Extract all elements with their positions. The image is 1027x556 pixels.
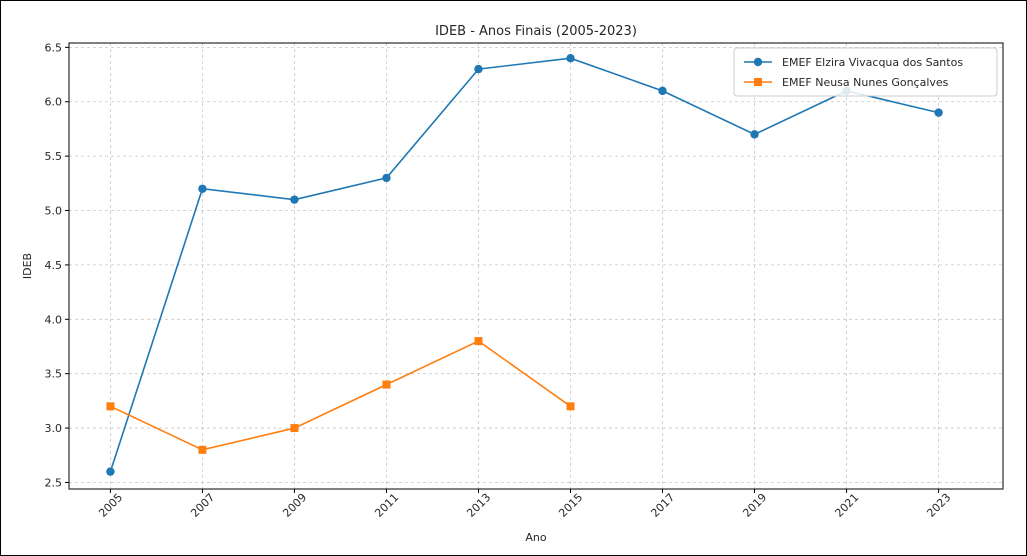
data-point	[290, 195, 299, 204]
legend-label: EMEF Neusa Nunes Gonçalves	[782, 76, 949, 89]
data-point	[658, 86, 667, 96]
data-point	[474, 337, 483, 346]
series-layer	[106, 54, 943, 476]
data-point	[290, 424, 299, 433]
data-point	[382, 380, 391, 389]
x-tick-label: 2015	[556, 491, 585, 520]
x-tick-label: 2013	[464, 491, 493, 520]
x-tick-label: 2011	[372, 491, 401, 520]
y-tick-label: 5.5	[45, 150, 63, 163]
y-tick-label: 6.5	[45, 41, 63, 54]
data-point	[106, 402, 115, 411]
legend: EMEF Elzira Vivacqua dos Santos EMEF Neus…	[733, 47, 998, 97]
axis-ticks: 2005 2007 2009 2011 2013 2015 2017 2019 2021 2023…	[45, 41, 954, 519]
data-point	[934, 108, 943, 117]
x-tick-label: 2009	[280, 491, 309, 520]
data-point	[566, 54, 575, 63]
y-axis-label: IDEB	[21, 253, 34, 279]
legend-marker	[753, 57, 763, 67]
data-point	[198, 445, 207, 454]
x-axis-label: Ano	[525, 531, 546, 544]
data-point	[566, 402, 575, 411]
data-point	[106, 467, 115, 476]
legend-marker	[754, 78, 762, 86]
chart-title: IDEB - Anos Finais (2005-2023)	[435, 24, 637, 39]
y-tick-label: 6.0	[45, 96, 63, 109]
legend-box	[733, 47, 998, 97]
y-tick-label: 3.5	[45, 368, 63, 381]
y-tick-label: 3.0	[45, 422, 63, 435]
y-tick-label: 2.5	[45, 476, 63, 489]
x-tick-label: 2017	[648, 491, 677, 520]
series-line	[109, 57, 939, 472]
y-tick-label: 4.5	[45, 259, 63, 272]
plot-area	[68, 42, 1004, 490]
legend-label: EMEF Elzira Vivacqua dos Santos	[782, 56, 963, 69]
data-point	[382, 173, 391, 183]
data-point	[750, 130, 759, 139]
x-tick-label: 2019	[740, 491, 769, 520]
y-tick-label: 4.0	[45, 313, 63, 326]
x-tick-label: 2007	[188, 491, 217, 520]
x-tick-label: 2021	[832, 491, 861, 520]
series-line	[110, 340, 571, 451]
grid	[69, 43, 1003, 489]
x-tick-label: 2023	[924, 491, 953, 520]
x-tick-label: 2005	[96, 491, 125, 520]
series-2	[106, 337, 575, 454]
data-point	[474, 64, 483, 74]
y-tick-label: 5.0	[45, 205, 63, 218]
data-point	[198, 184, 207, 193]
